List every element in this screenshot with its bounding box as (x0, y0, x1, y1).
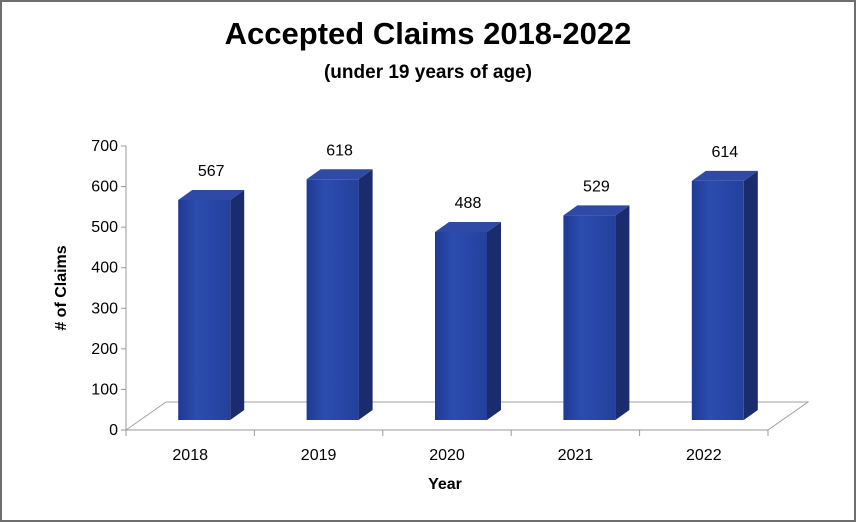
y-tick-label: 200 (91, 341, 118, 358)
bar-front (691, 180, 744, 420)
y-tick-label: 700 (91, 138, 118, 155)
bar (691, 170, 758, 420)
bar-side (743, 170, 758, 420)
bar-side (230, 189, 245, 420)
x-tick-label: 2022 (686, 447, 722, 464)
bar-front (563, 215, 616, 420)
bar-side (487, 222, 501, 420)
data-label: 529 (583, 178, 610, 195)
bar (435, 222, 501, 420)
y-tick-label: 100 (91, 381, 118, 398)
bar-top (178, 189, 245, 200)
data-label: 618 (326, 142, 353, 159)
bar-side (615, 205, 630, 420)
bar-top (306, 169, 373, 180)
x-tick-label: 2018 (172, 447, 208, 464)
x-tick-label: 2019 (301, 447, 337, 464)
bar-top (435, 222, 501, 233)
data-label: 614 (711, 144, 738, 161)
data-label: 488 (455, 195, 482, 212)
bar-front (435, 232, 487, 420)
bar-front (178, 199, 231, 420)
bar-front (306, 179, 359, 420)
y-tick-label: 300 (91, 300, 118, 317)
data-label: 567 (198, 163, 225, 180)
bar-top (691, 170, 758, 181)
x-tick-label: 2021 (558, 447, 594, 464)
chart-title: Accepted Claims 2018-2022 (224, 16, 632, 51)
y-tick-label: 500 (91, 219, 118, 236)
bar (178, 189, 245, 420)
bar (563, 205, 630, 420)
chart-subtitle: (under 19 years of age) (323, 62, 533, 83)
y-tick-label: 400 (91, 260, 118, 277)
y-tick-label: 600 (91, 179, 118, 196)
x-tick-label: 2020 (429, 447, 465, 464)
y-tick-label: 0 (109, 422, 118, 439)
bar-side (358, 169, 373, 420)
y-axis-title: # of Claims (53, 245, 70, 330)
bar-top (563, 205, 630, 216)
bar (306, 169, 373, 420)
x-axis-title: Year (428, 476, 462, 493)
